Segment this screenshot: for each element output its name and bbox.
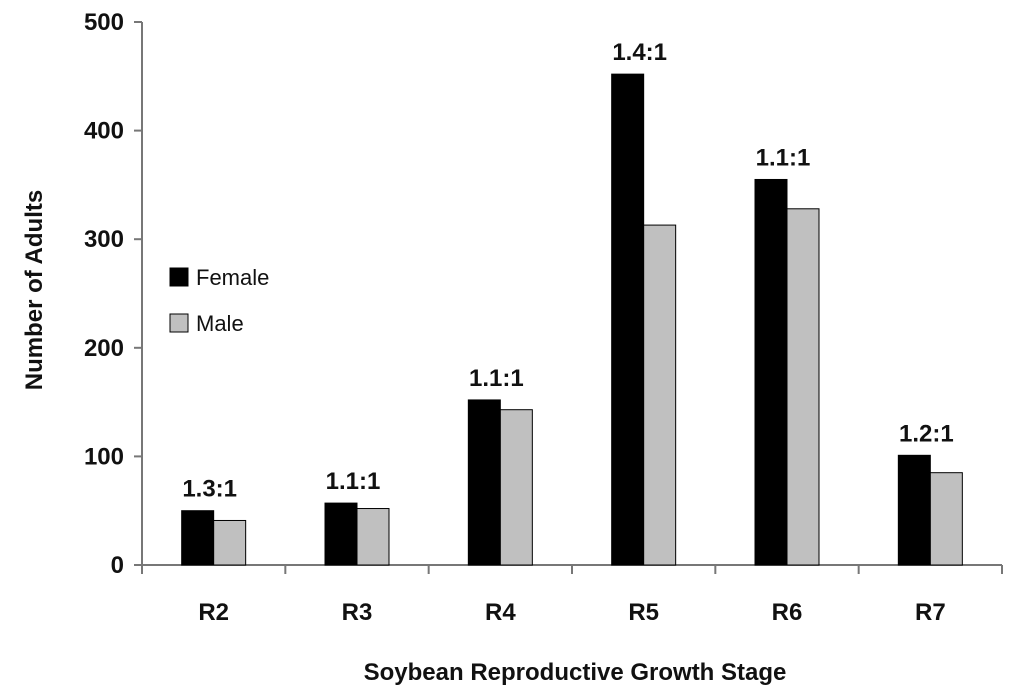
bar-male-r3 xyxy=(356,508,390,566)
y-tick-label: 0 xyxy=(111,552,124,579)
bar-male-r2 xyxy=(213,519,247,566)
bar-female-r3 xyxy=(324,502,358,566)
legend: Female Male xyxy=(169,265,269,336)
y-tick-label: 500 xyxy=(84,9,124,36)
legend-swatch-male xyxy=(169,313,189,333)
bar-male-r4 xyxy=(499,409,533,566)
ratio-label-r3: 1.1:1 xyxy=(326,468,381,495)
x-tick-label-r2: R2 xyxy=(198,599,229,626)
y-tick-label: 300 xyxy=(84,226,124,253)
y-tick-label: 400 xyxy=(84,118,124,145)
bar-male-r6 xyxy=(786,208,820,566)
x-tick-label-r6: R6 xyxy=(772,599,803,626)
x-axis-title: Soybean Reproductive Growth Stage xyxy=(364,659,787,686)
bar-female-r7 xyxy=(897,454,931,566)
x-tick-label-r5: R5 xyxy=(628,599,659,626)
legend-label-male: Male xyxy=(196,311,244,336)
x-tick-label-r7: R7 xyxy=(915,599,946,626)
ratio-label-r5: 1.4:1 xyxy=(612,39,667,66)
bar-female-r5 xyxy=(611,73,645,566)
x-tick-label-r4: R4 xyxy=(485,599,516,626)
ratio-label-r2: 1.3:1 xyxy=(182,476,237,503)
legend-label-female: Female xyxy=(196,265,269,290)
bars xyxy=(181,73,963,566)
y-tick-label: 200 xyxy=(84,335,124,362)
y-tick-label: 100 xyxy=(84,443,124,470)
y-axis: 0 100 200 300 400 500 xyxy=(84,9,143,579)
x-tick-label-r3: R3 xyxy=(342,599,373,626)
ratio-annotations: 1.3:1 1.1:1 1.1:1 1.4:1 1.1:1 1.2:1 xyxy=(182,39,953,503)
ratio-label-r6: 1.1:1 xyxy=(756,144,811,171)
ratio-label-r7: 1.2:1 xyxy=(899,420,954,447)
bar-male-r5 xyxy=(643,224,677,566)
ratio-label-r4: 1.1:1 xyxy=(469,365,524,392)
y-axis-title: Number of Adults xyxy=(21,190,48,390)
bar-female-r2 xyxy=(181,510,215,566)
bar-female-r6 xyxy=(754,178,788,566)
bar-male-r7 xyxy=(929,472,963,566)
bar-female-r4 xyxy=(467,399,501,566)
legend-swatch-female xyxy=(169,267,189,287)
x-axis: R2 R3 R4 R5 R6 R7 xyxy=(141,564,1003,626)
